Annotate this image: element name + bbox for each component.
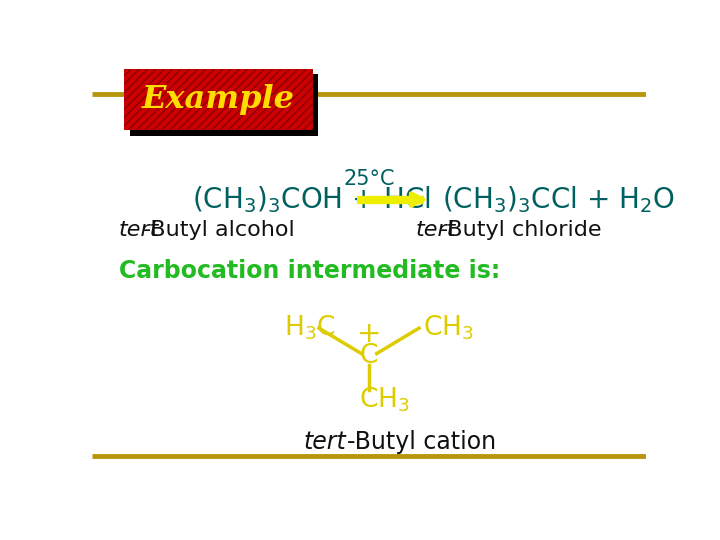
- Text: H$_3$C: H$_3$C: [284, 314, 336, 342]
- Text: tert: tert: [303, 430, 346, 454]
- Text: +: +: [356, 320, 382, 348]
- Bar: [130, 74, 318, 136]
- Text: -Butyl alcohol: -Butyl alcohol: [143, 220, 295, 240]
- Bar: [124, 69, 312, 130]
- Text: CH$_3$: CH$_3$: [423, 314, 474, 342]
- Text: -Butyl chloride: -Butyl chloride: [440, 220, 601, 240]
- Bar: [124, 69, 312, 130]
- Text: 25°C: 25°C: [343, 169, 395, 189]
- Text: (CH$_3$)$_3$COH + HCl: (CH$_3$)$_3$COH + HCl: [192, 184, 431, 215]
- Text: CH$_3$: CH$_3$: [359, 386, 410, 414]
- Text: -Butyl cation: -Butyl cation: [348, 430, 497, 454]
- Text: Example: Example: [142, 84, 295, 115]
- Text: tert: tert: [119, 220, 159, 240]
- Text: tert: tert: [415, 220, 456, 240]
- Text: C: C: [360, 343, 378, 369]
- Text: Carbocation intermediate is:: Carbocation intermediate is:: [119, 259, 500, 283]
- Text: (CH$_3$)$_3$CCl + H$_2$O: (CH$_3$)$_3$CCl + H$_2$O: [442, 184, 675, 215]
